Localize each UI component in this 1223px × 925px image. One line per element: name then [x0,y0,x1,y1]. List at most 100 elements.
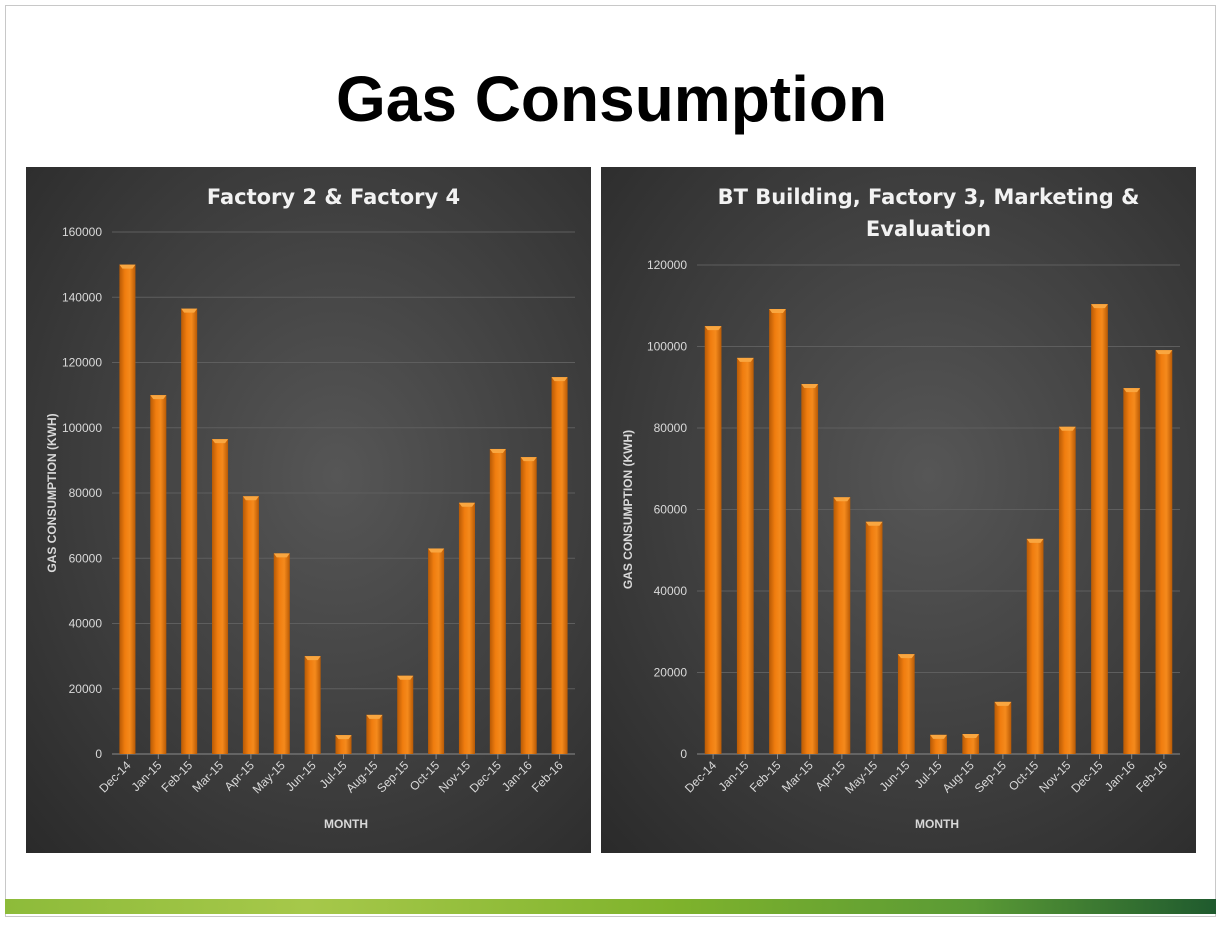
bar [212,439,229,754]
slide-title: Gas Consumption [335,63,888,135]
x-tick-label: Aug-15 [343,758,380,795]
bar-cap [489,448,506,453]
bar-cap [304,656,321,661]
bar [458,502,475,754]
x-tick-label: Jun-15 [283,758,319,794]
y-tick-label: 0 [680,747,687,761]
y-tick-label: 0 [95,747,102,761]
x-tick-label: May-15 [842,758,880,796]
chart-title: BT Building, Factory 3, Marketing & [718,185,1140,209]
bar-cap [769,309,786,314]
bar [397,675,414,754]
chart-panel-bt-building: BT Building, Factory 3, Marketing & Evalu… [601,167,1196,853]
bar [962,734,980,754]
x-tick-label: Dec-14 [682,758,719,795]
bar-cap [930,734,947,739]
bar-cap [897,654,915,659]
bar [1155,350,1173,754]
bar-cap [736,357,754,362]
bar [736,357,754,754]
x-axis-title: MONTH [915,817,959,831]
x-tick-label: Mar-15 [779,758,816,795]
bar-cap [801,383,819,388]
bar-cap [335,735,352,740]
bar [366,714,383,754]
bar [150,395,167,754]
bar-cap [397,675,414,680]
bar [1026,538,1044,754]
bar [1091,304,1108,754]
bar-cap [366,714,383,719]
bar [769,309,786,754]
bar-cap [1026,538,1044,543]
bar-cap [833,497,851,502]
bar [930,734,947,754]
x-tick-label: Feb-15 [747,758,784,795]
x-axis-title: MONTH [324,817,368,831]
x-tick-label: Dec-14 [96,758,133,795]
chart-title: Factory 2 & Factory 4 [207,185,460,209]
bar [994,701,1012,754]
bar-cap [962,734,980,739]
bar-cap [551,377,568,382]
bar-cap [865,521,883,526]
y-tick-label: 60000 [654,503,688,517]
y-tick-label: 60000 [69,551,103,565]
bar [865,521,883,754]
x-tick-label: Jan-15 [716,758,752,794]
y-tick-label: 140000 [62,290,102,304]
bar [428,548,445,754]
chart-factory-2-4: Factory 2 & Factory 4 0 20000 40000 60000 800… [45,185,575,831]
y-tick-label: 100000 [62,421,102,435]
bar [242,496,259,754]
x-tick-label: Mar-15 [189,758,226,795]
x-tick-label: Nov-15 [1036,758,1073,795]
bar-cap [520,457,537,462]
y-tick-label: 80000 [654,421,688,435]
bar-cap [1058,426,1076,431]
bar [801,383,819,754]
x-tick-label: Jan-15 [129,758,165,794]
bar [304,656,321,754]
chart-panel-factory-2-4: Factory 2 & Factory 4 0 20000 40000 60000 800… [26,167,591,853]
bar [833,497,851,754]
bar [119,264,136,754]
x-tick-label: Feb-16 [529,758,566,795]
y-tick-label: 100000 [647,340,687,354]
y-tick-label: 20000 [654,666,688,680]
bar [1058,426,1076,754]
x-tick-label: Sep-15 [374,758,411,795]
y-tick-label: 120000 [62,356,102,370]
bar [273,553,290,754]
x-tick-label: Sep-15 [972,758,1009,795]
x-tick-label: Feb-15 [158,758,195,795]
y-tick-label: 40000 [69,617,103,631]
x-tick-label: Jan-16 [499,758,535,794]
bar-cap [150,395,167,400]
y-tick-label: 120000 [647,258,687,272]
bar-cap [704,326,722,331]
bar [551,377,568,754]
bar-cap [428,548,445,553]
x-tick-label: Jun-15 [877,758,913,794]
bar-cap [273,553,290,558]
x-tick-label: Aug-15 [940,758,977,795]
bar-cap [212,439,229,444]
y-tick-label: 160000 [62,225,102,239]
bar [704,326,722,754]
bar [1123,388,1141,754]
bar-cap [458,502,475,507]
y-axis-title: GAS CONSUMPTION (KWH) [45,413,59,572]
chart-bt-building: BT Building, Factory 3, Marketing & Evalu… [621,185,1180,831]
x-tick-label: Feb-16 [1133,758,1170,795]
chart-title: Evaluation [866,217,991,241]
x-tick-label: Dec-15 [467,758,504,795]
x-tick-label: Jan-16 [1102,758,1138,794]
slide-frame [5,5,1216,917]
x-tick-label: Dec-15 [1068,758,1105,795]
bar [520,457,537,754]
bar-cap [181,308,198,313]
bar-cap [119,264,136,269]
bar-cap [1123,388,1141,393]
bar-cap [994,701,1012,706]
